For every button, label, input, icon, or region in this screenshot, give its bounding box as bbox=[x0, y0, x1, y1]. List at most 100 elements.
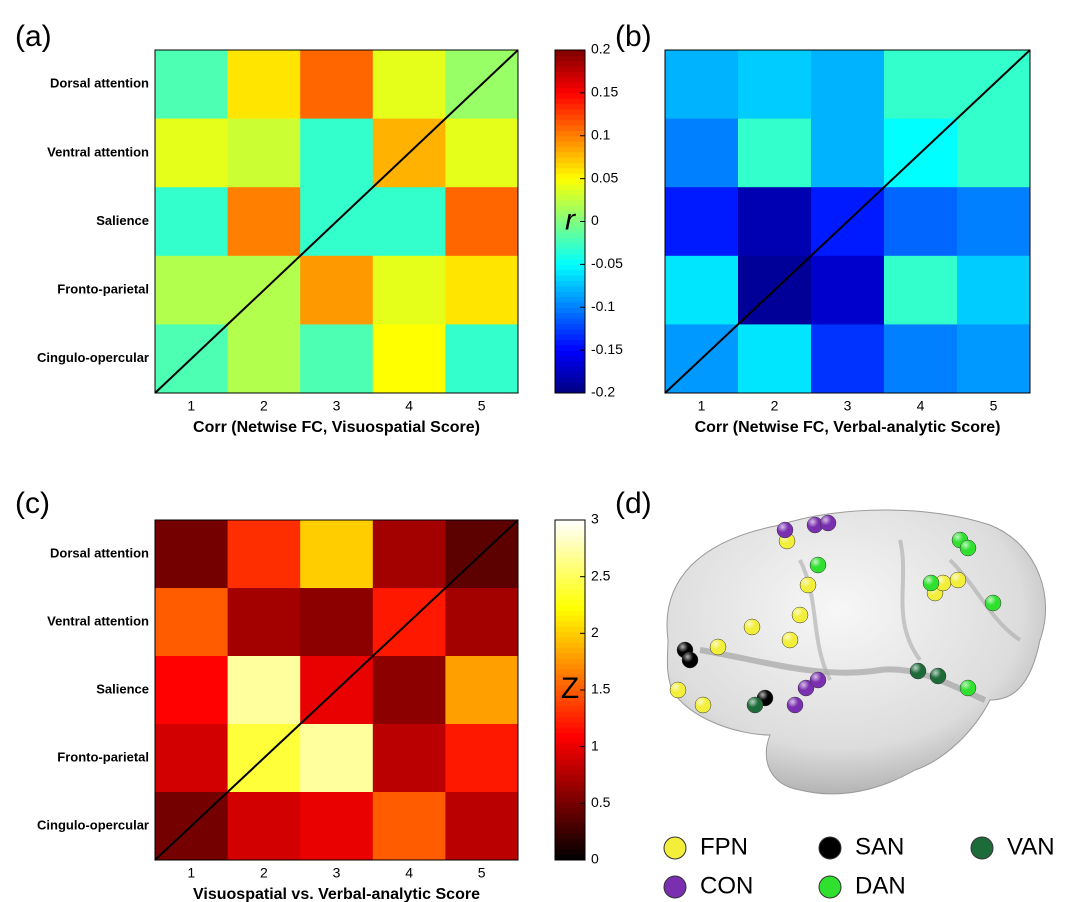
colorbar-step bbox=[555, 626, 585, 632]
colorbar-label: Z bbox=[561, 672, 579, 705]
node-highlight bbox=[810, 672, 826, 688]
x-tick-label: 3 bbox=[333, 398, 341, 414]
node-highlight bbox=[810, 557, 826, 573]
colorbar-tick-label: 0.1 bbox=[591, 126, 611, 142]
node-highlight bbox=[782, 632, 798, 648]
node-highlight bbox=[747, 697, 763, 713]
heatmap-cell bbox=[300, 588, 373, 657]
colorbar-step bbox=[555, 642, 585, 648]
colorbar-step bbox=[555, 658, 585, 664]
colorbar-step bbox=[555, 350, 585, 356]
colorbar-step bbox=[555, 531, 585, 537]
colorbar-step bbox=[555, 706, 585, 712]
heatmap-cell bbox=[155, 50, 228, 119]
colorbar-step bbox=[555, 163, 585, 169]
x-tick-label: 3 bbox=[333, 865, 341, 881]
colorbar-step bbox=[555, 552, 585, 558]
node-highlight bbox=[960, 680, 976, 696]
heatmap-cell bbox=[738, 187, 812, 256]
colorbar-step bbox=[555, 536, 585, 542]
panel-label: (a) bbox=[15, 20, 52, 53]
heatmap-cell bbox=[373, 256, 446, 325]
colorbar-step bbox=[555, 238, 585, 244]
legend-label: VAN bbox=[1007, 833, 1055, 860]
legend-label: SAN bbox=[855, 833, 904, 860]
colorbar-step bbox=[555, 366, 585, 372]
colorbar-step bbox=[555, 653, 585, 659]
colorbar-tick-label: 0 bbox=[591, 212, 599, 228]
colorbar-step bbox=[555, 849, 585, 855]
colorbar-step bbox=[555, 828, 585, 834]
x-tick-label: 1 bbox=[698, 398, 706, 414]
x-tick-label: 1 bbox=[187, 865, 195, 881]
heatmap-cell bbox=[155, 724, 228, 793]
x-tick-label: 1 bbox=[187, 398, 195, 414]
x-axis-label: Visuospatial vs. Verbal-analytic Score bbox=[193, 886, 480, 902]
heatmap-cell bbox=[300, 50, 373, 119]
row-label: Salience bbox=[96, 213, 149, 228]
colorbar-step bbox=[555, 563, 585, 569]
colorbar-step bbox=[555, 339, 585, 345]
heatmap-cell bbox=[957, 324, 1031, 393]
heatmap-cell bbox=[811, 50, 885, 119]
heatmap-cell bbox=[228, 119, 301, 188]
colorbar-step bbox=[555, 833, 585, 839]
colorbar-step bbox=[555, 743, 585, 749]
colorbar-step bbox=[555, 361, 585, 367]
colorbar-step bbox=[555, 520, 585, 526]
colorbar-step bbox=[555, 55, 585, 61]
row-label: Fronto-parietal bbox=[57, 749, 149, 764]
colorbar-tick-label: 0.5 bbox=[591, 794, 611, 810]
heatmap-cell bbox=[665, 256, 739, 325]
colorbar-tick-label: 0.15 bbox=[591, 84, 618, 100]
heatmap-cell bbox=[445, 119, 518, 188]
colorbar-step bbox=[555, 791, 585, 797]
colorbar-step bbox=[555, 355, 585, 361]
colorbar-tick-label: 0 bbox=[591, 851, 599, 867]
colorbar-step bbox=[555, 329, 585, 335]
heatmap-cell bbox=[884, 50, 958, 119]
colorbar-step bbox=[555, 594, 585, 600]
colorbar-step bbox=[555, 605, 585, 611]
colorbar-step bbox=[555, 318, 585, 324]
colorbar-step bbox=[555, 264, 585, 270]
colorbar-step bbox=[555, 243, 585, 249]
colorbar-step bbox=[555, 557, 585, 563]
heatmap-cell bbox=[665, 119, 739, 188]
colorbar-step bbox=[555, 291, 585, 297]
colorbar-tick-label: 0.2 bbox=[591, 41, 611, 57]
colorbar-tick-label: 1.5 bbox=[591, 681, 611, 697]
heatmap-cell bbox=[373, 792, 446, 861]
x-tick-label: 4 bbox=[405, 865, 413, 881]
heatmap-cell bbox=[811, 256, 885, 325]
colorbar-step bbox=[555, 50, 585, 56]
colorbar-step bbox=[555, 114, 585, 120]
heatmap-cell bbox=[811, 119, 885, 188]
colorbar-step bbox=[555, 727, 585, 733]
colorbar-step bbox=[555, 141, 585, 147]
colorbar-step bbox=[555, 168, 585, 174]
legend-swatch bbox=[819, 837, 841, 859]
heatmap-cell bbox=[445, 588, 518, 657]
colorbar-step bbox=[555, 286, 585, 292]
node-highlight bbox=[950, 572, 966, 588]
colorbar-step bbox=[555, 82, 585, 88]
heatmap-cell bbox=[445, 656, 518, 725]
colorbar-step bbox=[555, 839, 585, 845]
figure: (a)Dorsal attentionVentral attentionSali… bbox=[0, 0, 1070, 902]
colorbar-step bbox=[555, 589, 585, 595]
colorbar-step bbox=[555, 616, 585, 622]
node-highlight bbox=[695, 697, 711, 713]
row-label: Cingulo-opercular bbox=[37, 350, 149, 365]
colorbar-tick-label: 3 bbox=[591, 511, 599, 527]
colorbar-step bbox=[555, 802, 585, 808]
colorbar-step bbox=[555, 323, 585, 329]
heatmap-cell bbox=[884, 187, 958, 256]
heatmap-cell bbox=[155, 187, 228, 256]
heatmap-cell bbox=[373, 724, 446, 793]
colorbar-step bbox=[555, 146, 585, 152]
node-highlight bbox=[744, 619, 760, 635]
legend-label: DAN bbox=[855, 872, 906, 899]
heatmap-cell bbox=[373, 187, 446, 256]
heatmap-cell bbox=[884, 324, 958, 393]
